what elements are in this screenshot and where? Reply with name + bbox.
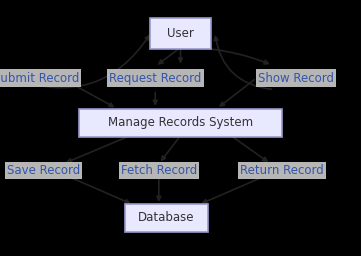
FancyBboxPatch shape xyxy=(150,18,211,49)
Text: Submit Record: Submit Record xyxy=(0,72,79,84)
Text: User: User xyxy=(167,27,194,40)
Text: Request Record: Request Record xyxy=(109,72,201,84)
Text: Show Record: Show Record xyxy=(258,72,334,84)
FancyBboxPatch shape xyxy=(125,204,208,232)
Text: Fetch Record: Fetch Record xyxy=(121,164,197,177)
Text: Return Record: Return Record xyxy=(240,164,323,177)
Text: Manage Records System: Manage Records System xyxy=(108,116,253,129)
FancyBboxPatch shape xyxy=(79,109,282,137)
Text: Save Record: Save Record xyxy=(7,164,80,177)
Text: Database: Database xyxy=(138,211,194,224)
